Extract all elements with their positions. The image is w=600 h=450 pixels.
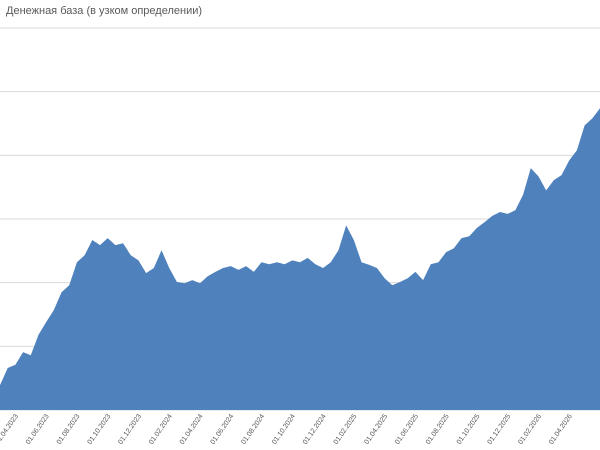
- x-tick-label: 01.02.2024: [148, 413, 174, 446]
- x-tick-label: 01.02.2026: [517, 413, 543, 446]
- x-tick-label: 01.08.2024: [240, 413, 266, 446]
- x-tick-label: 01.12.2023: [117, 413, 143, 446]
- chart-title: Денежная база (в узком определении): [6, 5, 202, 17]
- area: [0, 108, 600, 410]
- x-tick-label: 01.04.2026: [548, 413, 574, 446]
- x-tick-label: 01.08.2025: [425, 413, 451, 446]
- x-tick-label: 01.08.2023: [56, 413, 82, 446]
- x-tick-label: 01.10.2025: [456, 413, 482, 446]
- x-tick-label: 01.04.2023: [0, 413, 20, 446]
- x-tick-label: 01.04.2025: [363, 413, 389, 446]
- x-tick-label: 01.06.2024: [210, 413, 236, 446]
- x-tick-label: 01.12.2025: [486, 413, 512, 446]
- x-tick-label: 01.06.2025: [394, 413, 420, 446]
- x-tick-label: 01.10.2024: [271, 413, 297, 446]
- x-tick-label: 01.02.2025: [333, 413, 359, 446]
- x-tick-label: 01.06.2023: [25, 413, 51, 446]
- x-tick-label: 01.04.2024: [179, 413, 205, 446]
- x-tick-label: 01.12.2024: [302, 413, 328, 446]
- x-tick-label: 01.10.2023: [86, 413, 112, 446]
